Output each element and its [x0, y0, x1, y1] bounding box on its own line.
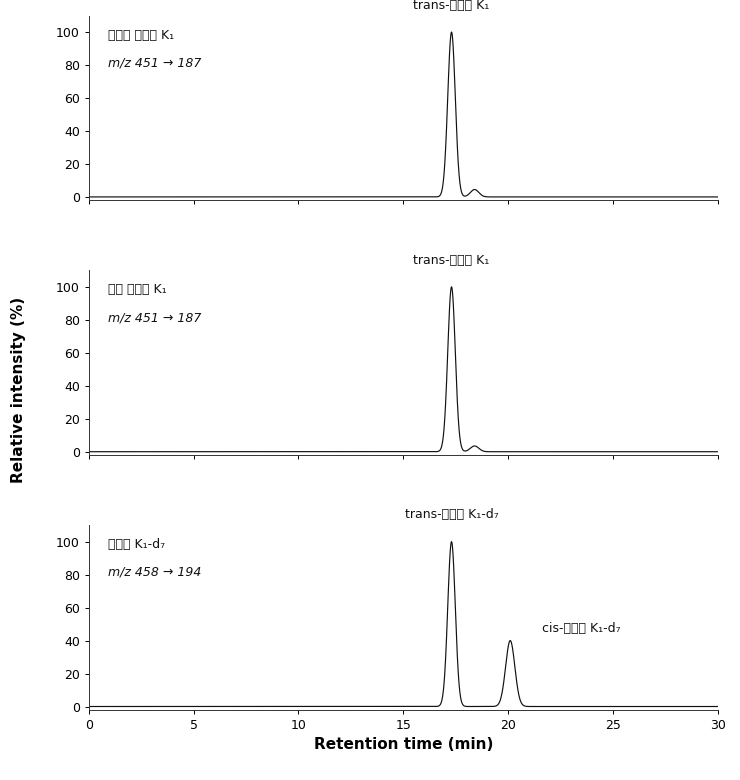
Text: trans-비타민 K₁-d₇: trans-비타민 K₁-d₇ [405, 509, 499, 522]
Text: m/z 451 → 187: m/z 451 → 187 [108, 56, 201, 69]
Text: m/z 451 → 187: m/z 451 → 187 [108, 311, 201, 324]
X-axis label: Retention time (min): Retention time (min) [314, 737, 493, 753]
Text: 비타민 K₁-d₇: 비타민 K₁-d₇ [108, 538, 165, 551]
Text: trans-비타민 K₁: trans-비타민 K₁ [414, 0, 490, 12]
Text: cis-비타민 K₁-d₇: cis-비타민 K₁-d₇ [542, 622, 620, 635]
Text: m/z 458 → 194: m/z 458 → 194 [108, 566, 201, 579]
Text: 시금치 비타민 K₁: 시금치 비타민 K₁ [108, 29, 174, 41]
Text: 배추 비타민 K₁: 배추 비타민 K₁ [108, 283, 166, 296]
Text: Relative intensity (%): Relative intensity (%) [11, 297, 26, 483]
Text: trans-비타민 K₁: trans-비타민 K₁ [414, 254, 490, 267]
